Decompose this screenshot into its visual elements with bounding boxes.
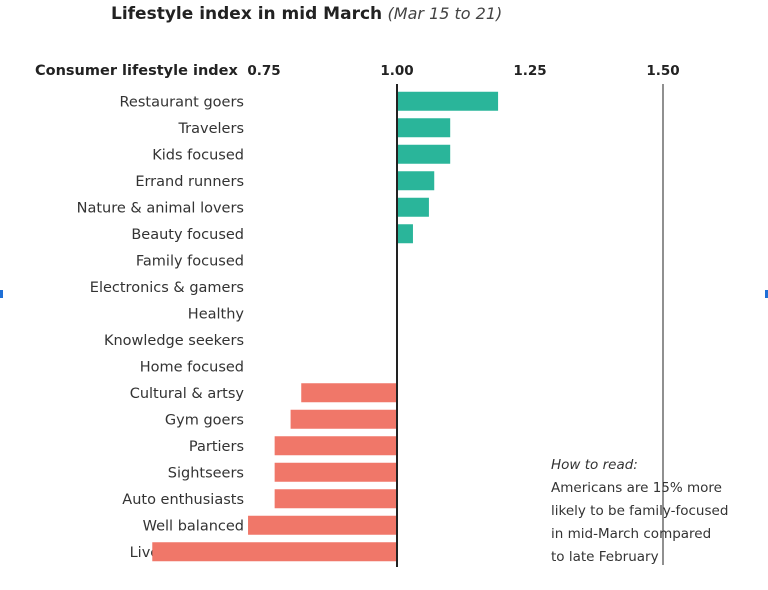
category-label: Auto enthusiasts <box>122 492 244 508</box>
category-label: Errand runners <box>135 174 244 190</box>
category-label: Restaurant goers <box>119 94 244 110</box>
category-label: Well balanced <box>143 518 244 534</box>
x-tick-label: 0.75 <box>247 63 280 79</box>
x-tick-label: 1.25 <box>513 63 546 79</box>
bar <box>397 144 451 164</box>
x-tick-label: 1.00 <box>380 63 413 79</box>
bar <box>301 383 397 403</box>
category-label: Travelers <box>177 121 244 137</box>
bar <box>274 436 397 456</box>
how-to-read-note: How to read: Americans are 15% more like… <box>551 454 763 569</box>
category-label: Family focused <box>136 253 244 269</box>
right-edge-marker <box>765 290 768 298</box>
category-label: Partiers <box>189 439 244 455</box>
chart-subtitle: (Mar 15 to 21) <box>387 4 503 23</box>
category-label: Kids focused <box>152 147 244 163</box>
category-label: Gym goers <box>165 412 244 428</box>
bar <box>248 515 397 535</box>
category-label: Cultural & artsy <box>130 386 245 402</box>
x-tick-label: 1.50 <box>646 63 679 79</box>
bar <box>290 409 397 429</box>
note-line: Americans are 15% more <box>551 480 722 496</box>
bar <box>274 462 397 482</box>
category-label: Sightseers <box>168 465 244 481</box>
note-line: in mid-March compared <box>551 526 712 542</box>
category-label: Nature & animal lovers <box>77 200 244 216</box>
bar <box>397 224 413 244</box>
chart-title: Lifestyle index in mid March (Mar 15 to … <box>111 4 502 24</box>
category-label: Home focused <box>140 359 244 375</box>
chart-title-main: Lifestyle index in mid March <box>111 4 383 24</box>
note-heading: How to read: <box>551 457 638 473</box>
bar <box>397 91 499 111</box>
category-label: Beauty focused <box>131 227 244 243</box>
axis-header: Consumer lifestyle index <box>35 63 238 79</box>
bar <box>397 118 451 138</box>
left-edge-marker <box>0 290 3 298</box>
bar <box>397 197 429 217</box>
note-line: to late February <box>551 549 659 565</box>
bar <box>274 489 397 509</box>
bar <box>152 542 397 562</box>
note-line: likely to be family-focused <box>551 503 729 519</box>
category-label: Electronics & gamers <box>90 280 244 296</box>
category-label: Healthy <box>188 306 245 322</box>
bar <box>397 171 435 191</box>
category-label: Knowledge seekers <box>104 333 244 349</box>
